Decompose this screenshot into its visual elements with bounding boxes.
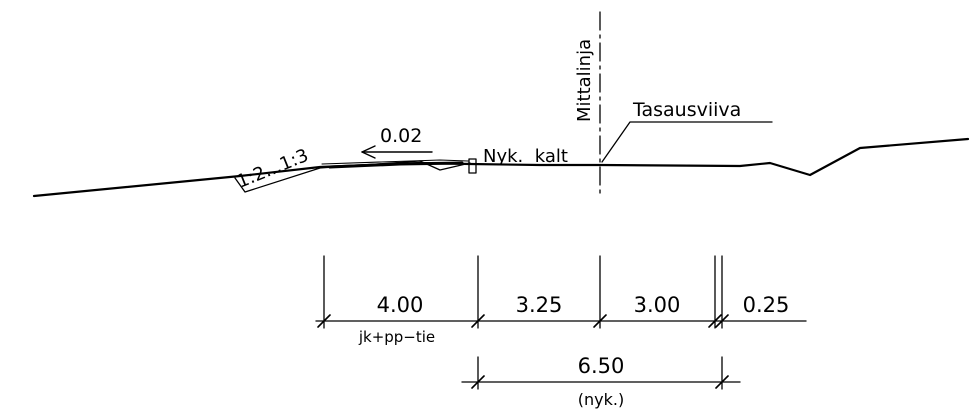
dim-value-6-50: 6.50 [578, 354, 625, 378]
existing-slope-label: Nyk. kalt [483, 146, 568, 167]
dim-label-nyk: (nyk.) [578, 390, 624, 409]
dim-tick-4 [708, 314, 722, 328]
crossfall-arrow-head [361, 145, 376, 159]
dim-bottom-tick-right [715, 375, 729, 389]
dim-tick-2 [471, 314, 485, 328]
path-surface [328, 161, 464, 169]
dim-value-3-00: 3.00 [634, 293, 681, 317]
path-base-layer [321, 159, 469, 165]
centerline-label: Mittalinja [574, 39, 595, 122]
dim-value-3-25: 3.25 [516, 293, 563, 317]
dim-value-4-00: 4.00 [377, 293, 424, 317]
dim-bottom-tick-left [471, 375, 485, 389]
leveling-line-leader [601, 121, 773, 163]
dim-tick-5 [715, 314, 729, 328]
crossfall-value: 0.02 [380, 125, 422, 147]
dim-label-jk-pp-tie: jk+pp−tie [358, 328, 435, 346]
slope-ratio-label: 1:2...1:3 [234, 145, 312, 193]
curb-stone [468, 158, 477, 174]
dim-tick-3 [593, 314, 607, 328]
leveling-line-label: Tasausviiva [632, 99, 741, 121]
dim-value-0-25: 0.25 [743, 293, 790, 317]
ground-line [32, 137, 970, 198]
dim-tick-1 [317, 314, 331, 328]
